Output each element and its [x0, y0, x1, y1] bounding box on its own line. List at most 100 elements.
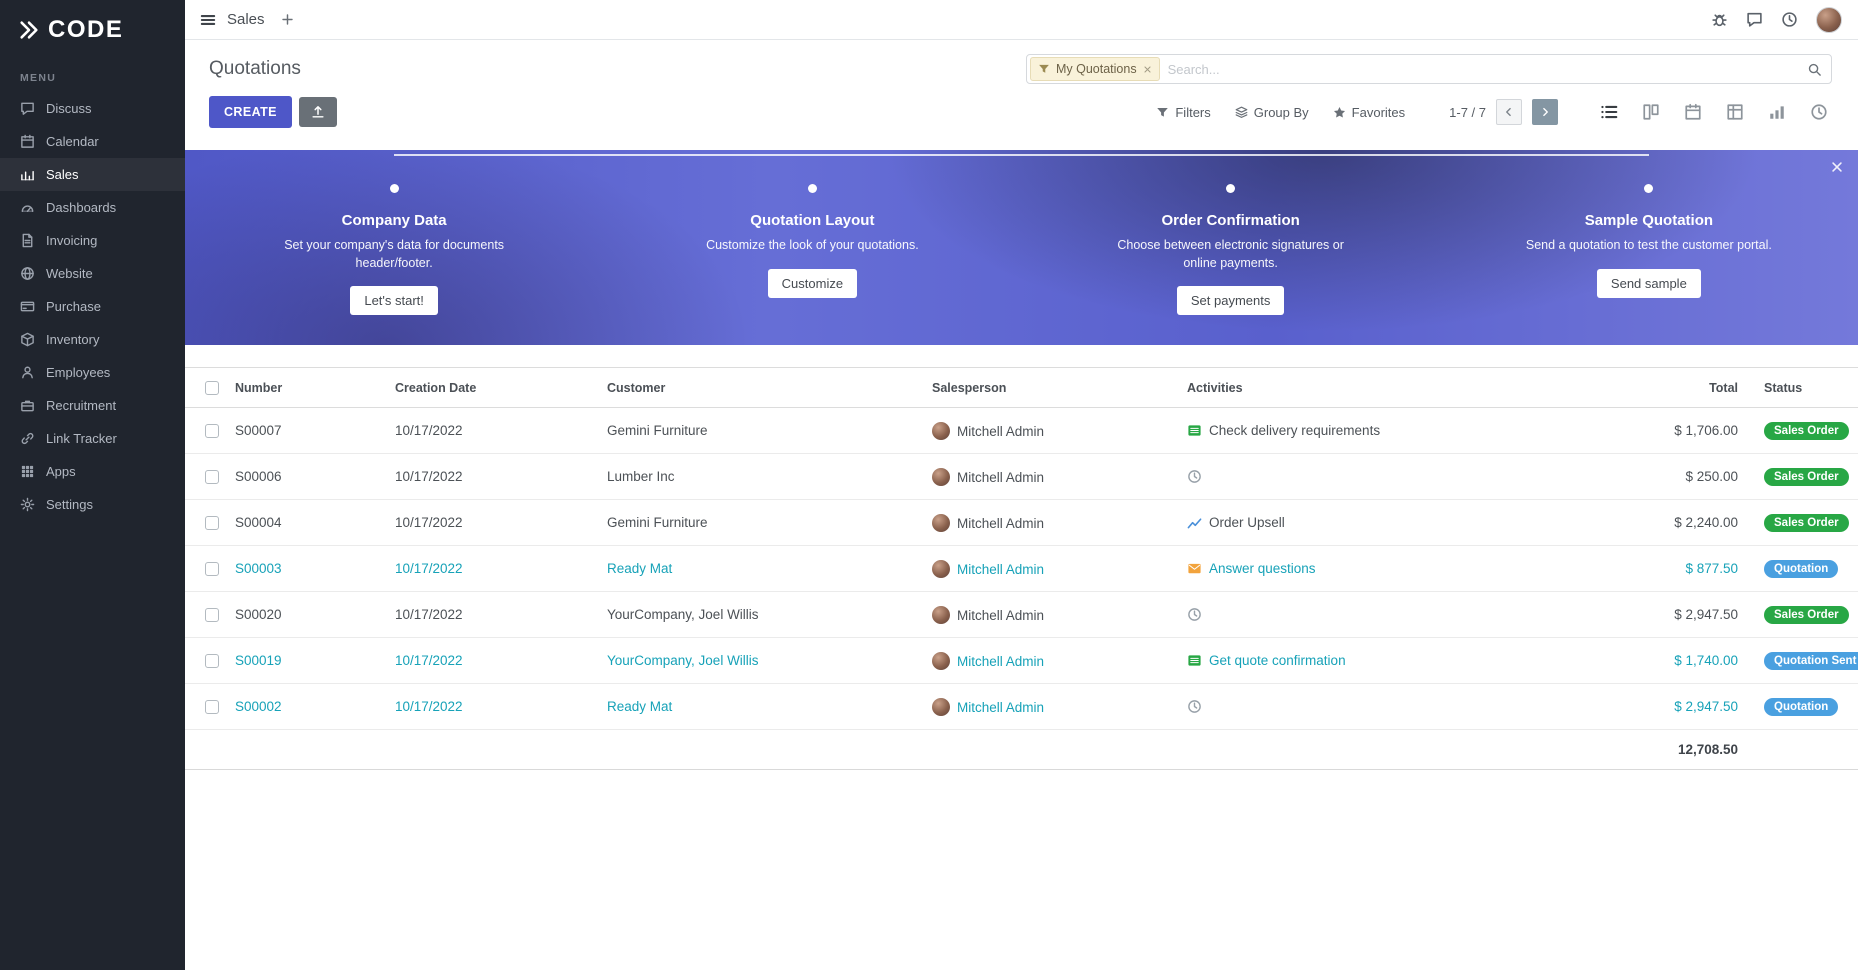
row-checkbox[interactable]: [205, 424, 219, 439]
search-icon[interactable]: [1807, 62, 1822, 77]
header-salesperson[interactable]: Salesperson: [918, 367, 1173, 408]
table-row[interactable]: S00007 10/17/2022 Gemini Furniture Mitch…: [185, 407, 1858, 454]
search-input[interactable]: [1159, 61, 1807, 77]
header-creation-date[interactable]: Creation Date: [381, 367, 593, 408]
row-checkbox[interactable]: [205, 470, 219, 485]
calendar-view-icon[interactable]: [1684, 103, 1702, 121]
step-action-button[interactable]: Customize: [767, 268, 858, 298]
table-row[interactable]: S00020 10/17/2022 YourCompany, Joel Will…: [185, 591, 1858, 638]
onboarding-step: Quotation Layout Customize the look of y…: [603, 184, 1021, 315]
sidebar-item-website[interactable]: Website: [0, 257, 185, 290]
select-all-checkbox[interactable]: [205, 380, 219, 395]
step-description: Customize the look of your quotations.: [706, 238, 919, 252]
salesperson-avatar: [932, 605, 950, 624]
onboarding-step: Sample Quotation Send a quotation to tes…: [1440, 184, 1858, 315]
favorites-button[interactable]: Favorites: [1333, 105, 1405, 120]
table-row[interactable]: S00004 10/17/2022 Gemini Furniture Mitch…: [185, 499, 1858, 546]
cell-activities[interactable]: Get quote confirmation: [1173, 637, 1588, 684]
pager-text: 1-7 / 7: [1449, 104, 1486, 120]
sidebar-item-recruitment[interactable]: Recruitment: [0, 389, 185, 422]
cell-creation-date: 10/17/2022: [381, 499, 593, 546]
sidebar-item-dashboards[interactable]: Dashboards: [0, 191, 185, 224]
row-checkbox[interactable]: [205, 700, 219, 715]
sidebar-item-employees[interactable]: Employees: [0, 356, 185, 389]
sidebar-item-invoicing[interactable]: Invoicing: [0, 224, 185, 257]
cell-activities[interactable]: [1173, 683, 1588, 730]
step-action-button[interactable]: Let's start!: [350, 286, 438, 315]
add-tab-icon[interactable]: [281, 13, 294, 26]
cell-activities[interactable]: Answer questions: [1173, 545, 1588, 592]
logo-text: CODE: [48, 16, 124, 43]
logo-icon: [18, 19, 40, 41]
pager-next-button[interactable]: [1532, 99, 1558, 125]
recruitment-icon: [20, 398, 35, 413]
sidebar-item-inventory[interactable]: Inventory: [0, 323, 185, 356]
cell-activities[interactable]: Check delivery requirements: [1173, 407, 1588, 454]
sidebar-item-settings[interactable]: Settings: [0, 488, 185, 521]
create-button[interactable]: CREATE: [209, 96, 292, 128]
quotations-table: Number Creation Date Customer Salesperso…: [185, 367, 1858, 770]
sidebar-item-label: Discuss: [46, 101, 92, 116]
row-checkbox[interactable]: [205, 654, 219, 669]
cell-salesperson: Mitchell Admin: [918, 683, 1173, 730]
header-number[interactable]: Number: [221, 367, 381, 408]
status-badge: Quotation: [1764, 697, 1839, 716]
sidebar-item-sales[interactable]: Sales: [0, 158, 185, 191]
row-checkbox[interactable]: [205, 516, 219, 531]
cell-customer: Lumber Inc: [593, 453, 918, 500]
group-by-icon: [1235, 106, 1248, 119]
search-facet[interactable]: My Quotations: [1030, 57, 1160, 81]
status-badge: Quotation Sent: [1764, 651, 1858, 670]
step-action-button[interactable]: Set payments: [1176, 286, 1285, 315]
row-checkbox[interactable]: [205, 608, 219, 623]
header-total[interactable]: Total: [1588, 367, 1748, 408]
pivot-view-icon[interactable]: [1726, 103, 1744, 121]
group-by-button[interactable]: Group By: [1235, 105, 1309, 120]
invoicing-icon: [20, 233, 35, 248]
app-logo[interactable]: CODE: [0, 0, 185, 56]
sidebar-item-discuss[interactable]: Discuss: [0, 92, 185, 125]
banner-close-icon[interactable]: [1830, 160, 1844, 174]
activities-icon[interactable]: [1781, 11, 1798, 28]
onboarding-banner: Company Data Set your company's data for…: [185, 150, 1858, 345]
menu-toggle-icon[interactable]: [199, 11, 217, 29]
search-bar[interactable]: My Quotations: [1026, 54, 1832, 84]
header-status[interactable]: Status: [1748, 367, 1858, 408]
sidebar-item-apps[interactable]: Apps: [0, 455, 185, 488]
table-footer-row: 12,708.50: [185, 729, 1858, 770]
filters-button[interactable]: Filters: [1156, 105, 1211, 120]
activity-view-icon[interactable]: [1810, 103, 1828, 121]
row-checkbox[interactable]: [205, 562, 219, 577]
header-customer[interactable]: Customer: [593, 367, 918, 408]
table-row[interactable]: S00002 10/17/2022 Ready Mat Mitchell Adm…: [185, 683, 1858, 730]
messages-icon[interactable]: [1746, 11, 1763, 28]
cell-activities[interactable]: Order Upsell: [1173, 499, 1588, 546]
status-badge: Sales Order: [1764, 605, 1849, 624]
table-row[interactable]: S00003 10/17/2022 Ready Mat Mitchell Adm…: [185, 545, 1858, 592]
chevron-left-icon: [1503, 106, 1515, 118]
graph-view-icon[interactable]: [1768, 103, 1786, 121]
sidebar: CODE MENU Discuss Calendar Sales Dashboa…: [0, 0, 185, 970]
cell-activities[interactable]: [1173, 453, 1588, 500]
cell-number: S00019: [221, 637, 381, 684]
sidebar-item-purchase[interactable]: Purchase: [0, 290, 185, 323]
header-activities[interactable]: Activities: [1173, 367, 1588, 408]
user-avatar[interactable]: [1816, 6, 1842, 33]
list-view-icon[interactable]: [1600, 103, 1618, 121]
pager-previous-button[interactable]: [1496, 99, 1522, 125]
sidebar-item-label: Sales: [46, 167, 79, 182]
debug-icon[interactable]: [1711, 11, 1728, 28]
activity-grid-icon: [1187, 653, 1202, 668]
kanban-view-icon[interactable]: [1642, 103, 1660, 121]
upload-button[interactable]: [298, 97, 337, 127]
cell-activities[interactable]: [1173, 591, 1588, 638]
facet-remove-icon[interactable]: [1143, 65, 1152, 74]
table-row[interactable]: S00019 10/17/2022 YourCompany, Joel Will…: [185, 637, 1858, 684]
cell-salesperson: Mitchell Admin: [918, 591, 1173, 638]
website-icon: [20, 266, 35, 281]
table-row[interactable]: S00006 10/17/2022 Lumber Inc Mitchell Ad…: [185, 453, 1858, 500]
step-action-button[interactable]: Send sample: [1596, 268, 1701, 298]
sidebar-item-link-tracker[interactable]: Link Tracker: [0, 422, 185, 455]
topbar-app-name[interactable]: Sales: [227, 11, 265, 28]
sidebar-item-calendar[interactable]: Calendar: [0, 125, 185, 158]
